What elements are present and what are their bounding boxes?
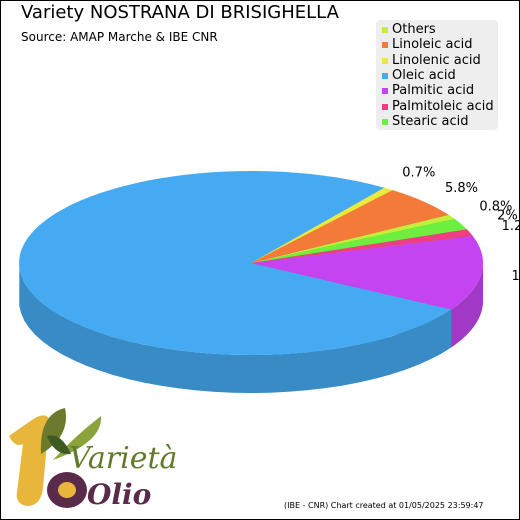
pie-data-label: 13.2% [512,269,519,284]
legend-swatch [382,27,388,33]
svg-text:Olio: Olio [87,478,151,511]
chart-title: Variety NOSTRANA DI BRISIGHELLA [21,2,339,23]
svg-text:Varietà: Varietà [69,441,177,476]
pie-slice [251,218,467,263]
legend-label: Linoleic acid [392,37,473,53]
pie-slice [251,214,455,263]
pie-slice [251,187,393,263]
pie-data-label: 2% [497,209,518,224]
pie-slice-side [19,268,452,393]
pie-slice [251,190,449,263]
legend-swatch [382,103,388,110]
legend-label: Linolenic acid [392,52,481,68]
pie-data-label: 0.7% [402,166,435,181]
legend-swatch [382,88,388,95]
legend-label: Palmitoleic acid [392,98,494,114]
legend-label: Stearic acid [392,113,469,129]
pie-data-label: 0.8% [479,200,512,215]
legend-swatch [382,72,388,79]
pie-data-label: 5.8% [445,181,478,196]
legend-label: Others [392,22,436,37]
pie-slice-side [451,263,483,348]
legend-swatch [382,118,388,125]
pie-slice [251,229,473,263]
pie-tops [19,171,483,355]
footer-credit: (IBE - CNR) Chart created at 01/05/2025 … [284,501,484,510]
pie-slice [19,171,452,355]
pie-data-label: 1.2% [502,219,519,234]
varieta-olio-logo: Varietà Olio [9,408,177,511]
chart-subtitle: Source: AMAP Marche & IBE CNR [21,30,218,44]
legend-swatch [382,42,388,49]
pie-labels: 0.8%5.8%0.7%76.4%13.2%1.2%2% [402,166,519,284]
legend-swatch [382,57,388,64]
pie-slice [251,235,483,310]
legend: Others Linoleic acid Linolenic acid Oleic a… [376,20,498,130]
legend-label: Oleic acid [392,67,456,83]
legend-label: Palmitic acid [392,83,475,99]
